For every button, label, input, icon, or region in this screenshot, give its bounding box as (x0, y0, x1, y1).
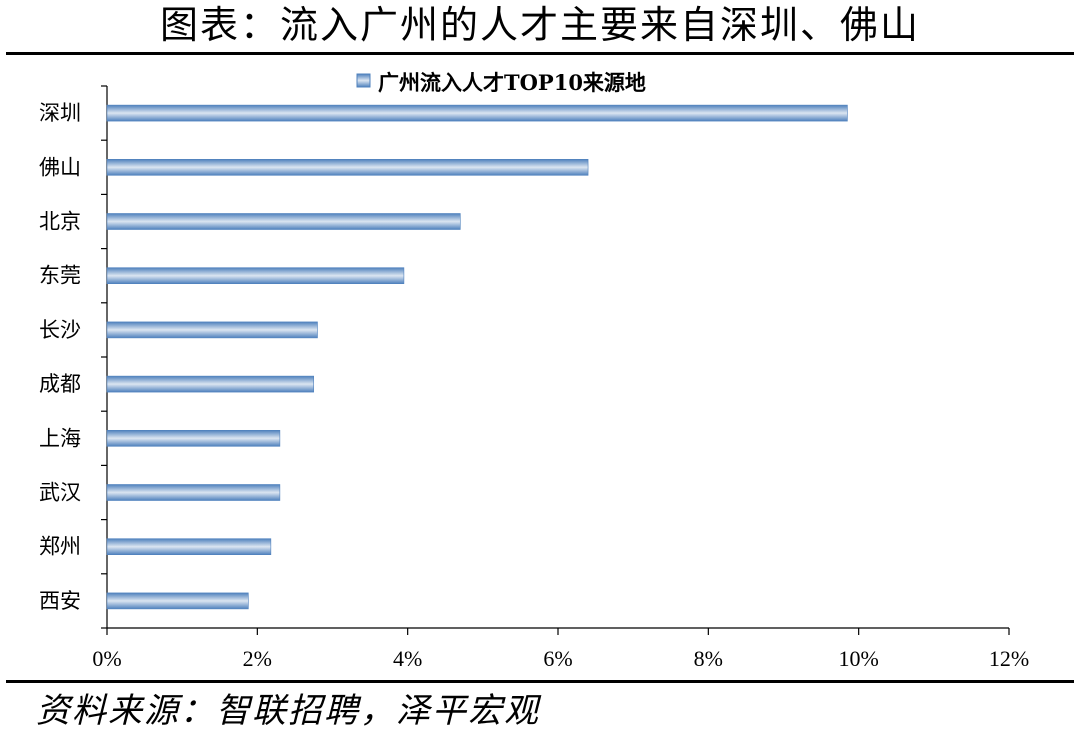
x-tick-label: 4% (393, 646, 422, 671)
category-label: 郑州 (39, 535, 81, 559)
bar (106, 267, 405, 284)
category-label: 成都 (39, 372, 81, 396)
bar (106, 213, 461, 230)
category-label: 佛山 (39, 155, 81, 179)
title-divider (6, 52, 1074, 55)
category-label: 长沙 (39, 318, 81, 342)
category-label: 上海 (39, 426, 81, 450)
source-note: 资料来源：智联招聘，泽平宏观 (36, 691, 540, 731)
x-tick-label: 8% (694, 646, 723, 671)
legend-swatch (356, 73, 371, 88)
category-label: 深圳 (39, 101, 81, 125)
page-title: 图表：流入广州的人才主要来自深圳、佛山 (159, 3, 920, 47)
bar (106, 159, 589, 176)
bar (106, 592, 249, 610)
chart-legend: 广州流入人才TOP10来源地 (356, 70, 646, 95)
bar (106, 484, 281, 501)
x-tick-label: 10% (839, 646, 879, 671)
bar (106, 375, 315, 393)
x-tick-label: 0% (92, 646, 121, 671)
x-tick-label: 2% (243, 646, 272, 671)
bar (106, 321, 318, 339)
bar (106, 104, 848, 122)
bar (106, 429, 281, 447)
x-tick-label: 12% (989, 646, 1029, 671)
category-label: 东莞 (39, 264, 81, 288)
x-tick-label: 6% (543, 646, 572, 671)
category-label: 武汉 (39, 481, 81, 505)
legend-label: 广州流入人才TOP10来源地 (378, 70, 646, 95)
footer-divider (6, 680, 1074, 683)
bar-chart: 广州流入人才TOP10来源地 0% 2% 4% 6% 8% 10% 12% 深圳佛山北京东莞长… (39, 70, 1029, 671)
category-label: 北京 (39, 210, 81, 234)
category-label: 西安 (39, 589, 81, 613)
bar (106, 538, 272, 556)
